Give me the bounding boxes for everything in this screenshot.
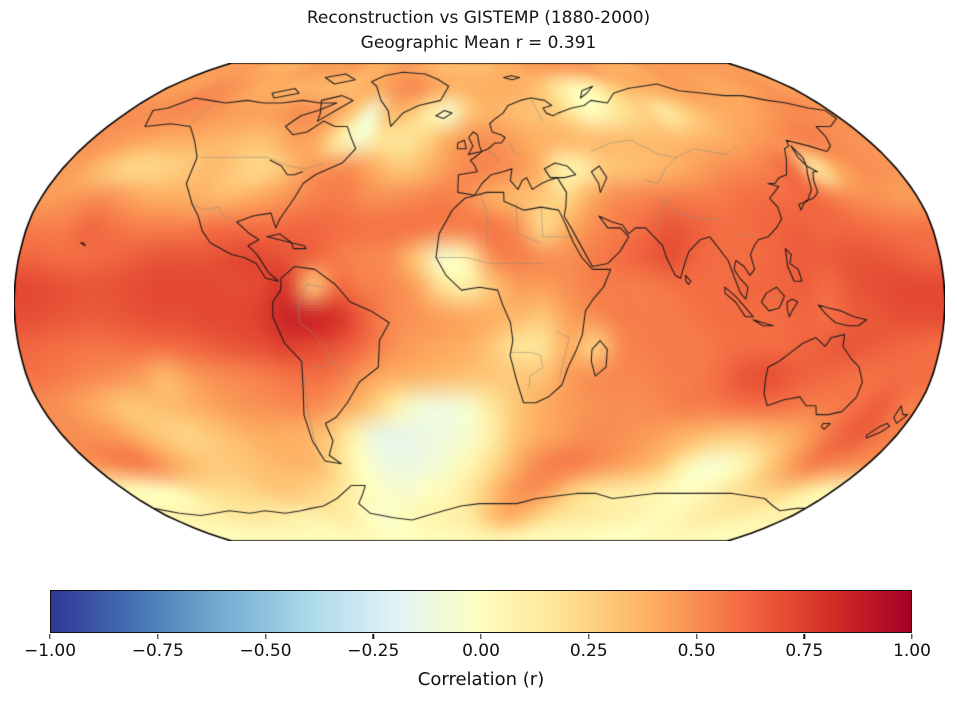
world-map-canvas <box>14 63 945 541</box>
colorbar-tick-label: −0.25 <box>347 641 400 661</box>
colorbar-tick-label: 0.00 <box>462 641 500 661</box>
title-block: Reconstruction vs GISTEMP (1880-2000) Ge… <box>0 6 957 56</box>
colorbar <box>50 590 912 633</box>
colorbar-tick <box>49 634 51 639</box>
colorbar-tick-label: 0.25 <box>569 641 608 661</box>
colorbar-tick-label: 0.75 <box>785 641 824 661</box>
colorbar-tick-label: 0.50 <box>677 641 716 661</box>
colorbar-tick <box>911 634 913 639</box>
chart-subtitle: Geographic Mean r = 0.391 <box>360 33 597 53</box>
colorbar-tick-labels: −1.00 −0.75 −0.50 −0.25 0.00 0.25 0.50 0.75 1.00 <box>24 641 931 663</box>
colorbar-tick <box>372 634 374 639</box>
colorbar-tick <box>803 634 805 639</box>
colorbar-label: Correlation (r) <box>417 669 545 690</box>
colorbar-tick-label: −0.50 <box>239 641 292 661</box>
colorbar-tick <box>157 634 159 639</box>
colorbar-tick <box>695 634 698 639</box>
colorbar-tick-label: −0.75 <box>131 641 184 661</box>
colorbar-tick <box>588 634 590 639</box>
chart-title: Reconstruction vs GISTEMP (1880-2000) <box>306 8 651 28</box>
colorbar-tick <box>264 634 267 639</box>
colorbar-tick <box>480 634 482 639</box>
colorbar-ticks <box>49 633 913 639</box>
colorbar-tick-label: 1.00 <box>893 641 931 661</box>
colorbar-tick-label: −1.00 <box>23 641 77 661</box>
